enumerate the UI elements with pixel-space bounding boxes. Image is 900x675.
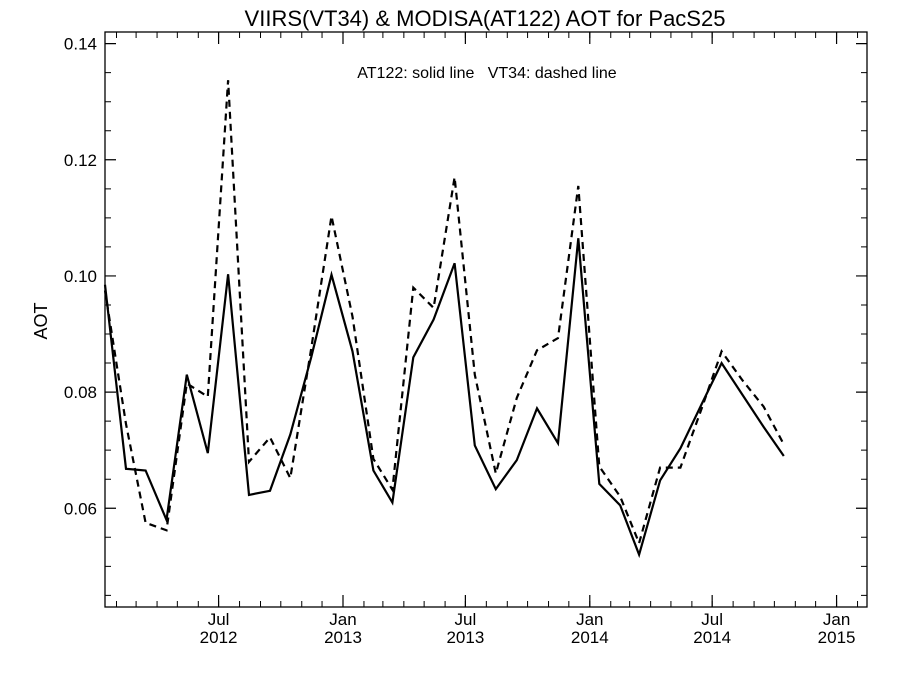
x-tick-month-label: Jan <box>576 610 603 629</box>
plot-frame <box>104 31 868 608</box>
x-tick-month-label: Jan <box>329 610 356 629</box>
line-style-legend: AT122: solid line VT34: dashed line <box>357 65 617 82</box>
series-line-at122 <box>103 238 785 559</box>
x-tick-month-label: Jan <box>823 610 850 629</box>
x-tick-year-label: 2013 <box>446 628 484 647</box>
chart-title: VIIRS(VT34) & MODISA(AT122) AOT for PacS… <box>245 6 726 31</box>
x-tick-year-label: 2015 <box>818 628 856 647</box>
y-tick-label: 0.06 <box>64 499 97 518</box>
y-tick-label: 0.12 <box>64 151 97 170</box>
series-layer <box>103 80 785 559</box>
x-tick-year-label: 2013 <box>324 628 362 647</box>
y-tick-label: 0.10 <box>64 267 97 286</box>
y-tick-label: 0.08 <box>64 383 97 402</box>
x-tick-month-label: Jul <box>701 610 723 629</box>
x-tick-year-label: 2014 <box>571 628 609 647</box>
x-tick-year-label: 2014 <box>693 628 731 647</box>
x-tick-month-label: Jul <box>208 610 230 629</box>
y-axis-label: AOT <box>31 302 51 339</box>
tick-labels: 0.060.080.100.120.14Jul2012Jan2013Jul201… <box>64 35 856 647</box>
x-tick-month-label: Jul <box>455 610 477 629</box>
axis-ticks <box>105 32 867 607</box>
series-line-vt34 <box>103 80 785 547</box>
x-tick-year-label: 2012 <box>200 628 238 647</box>
y-tick-label: 0.14 <box>64 35 97 54</box>
